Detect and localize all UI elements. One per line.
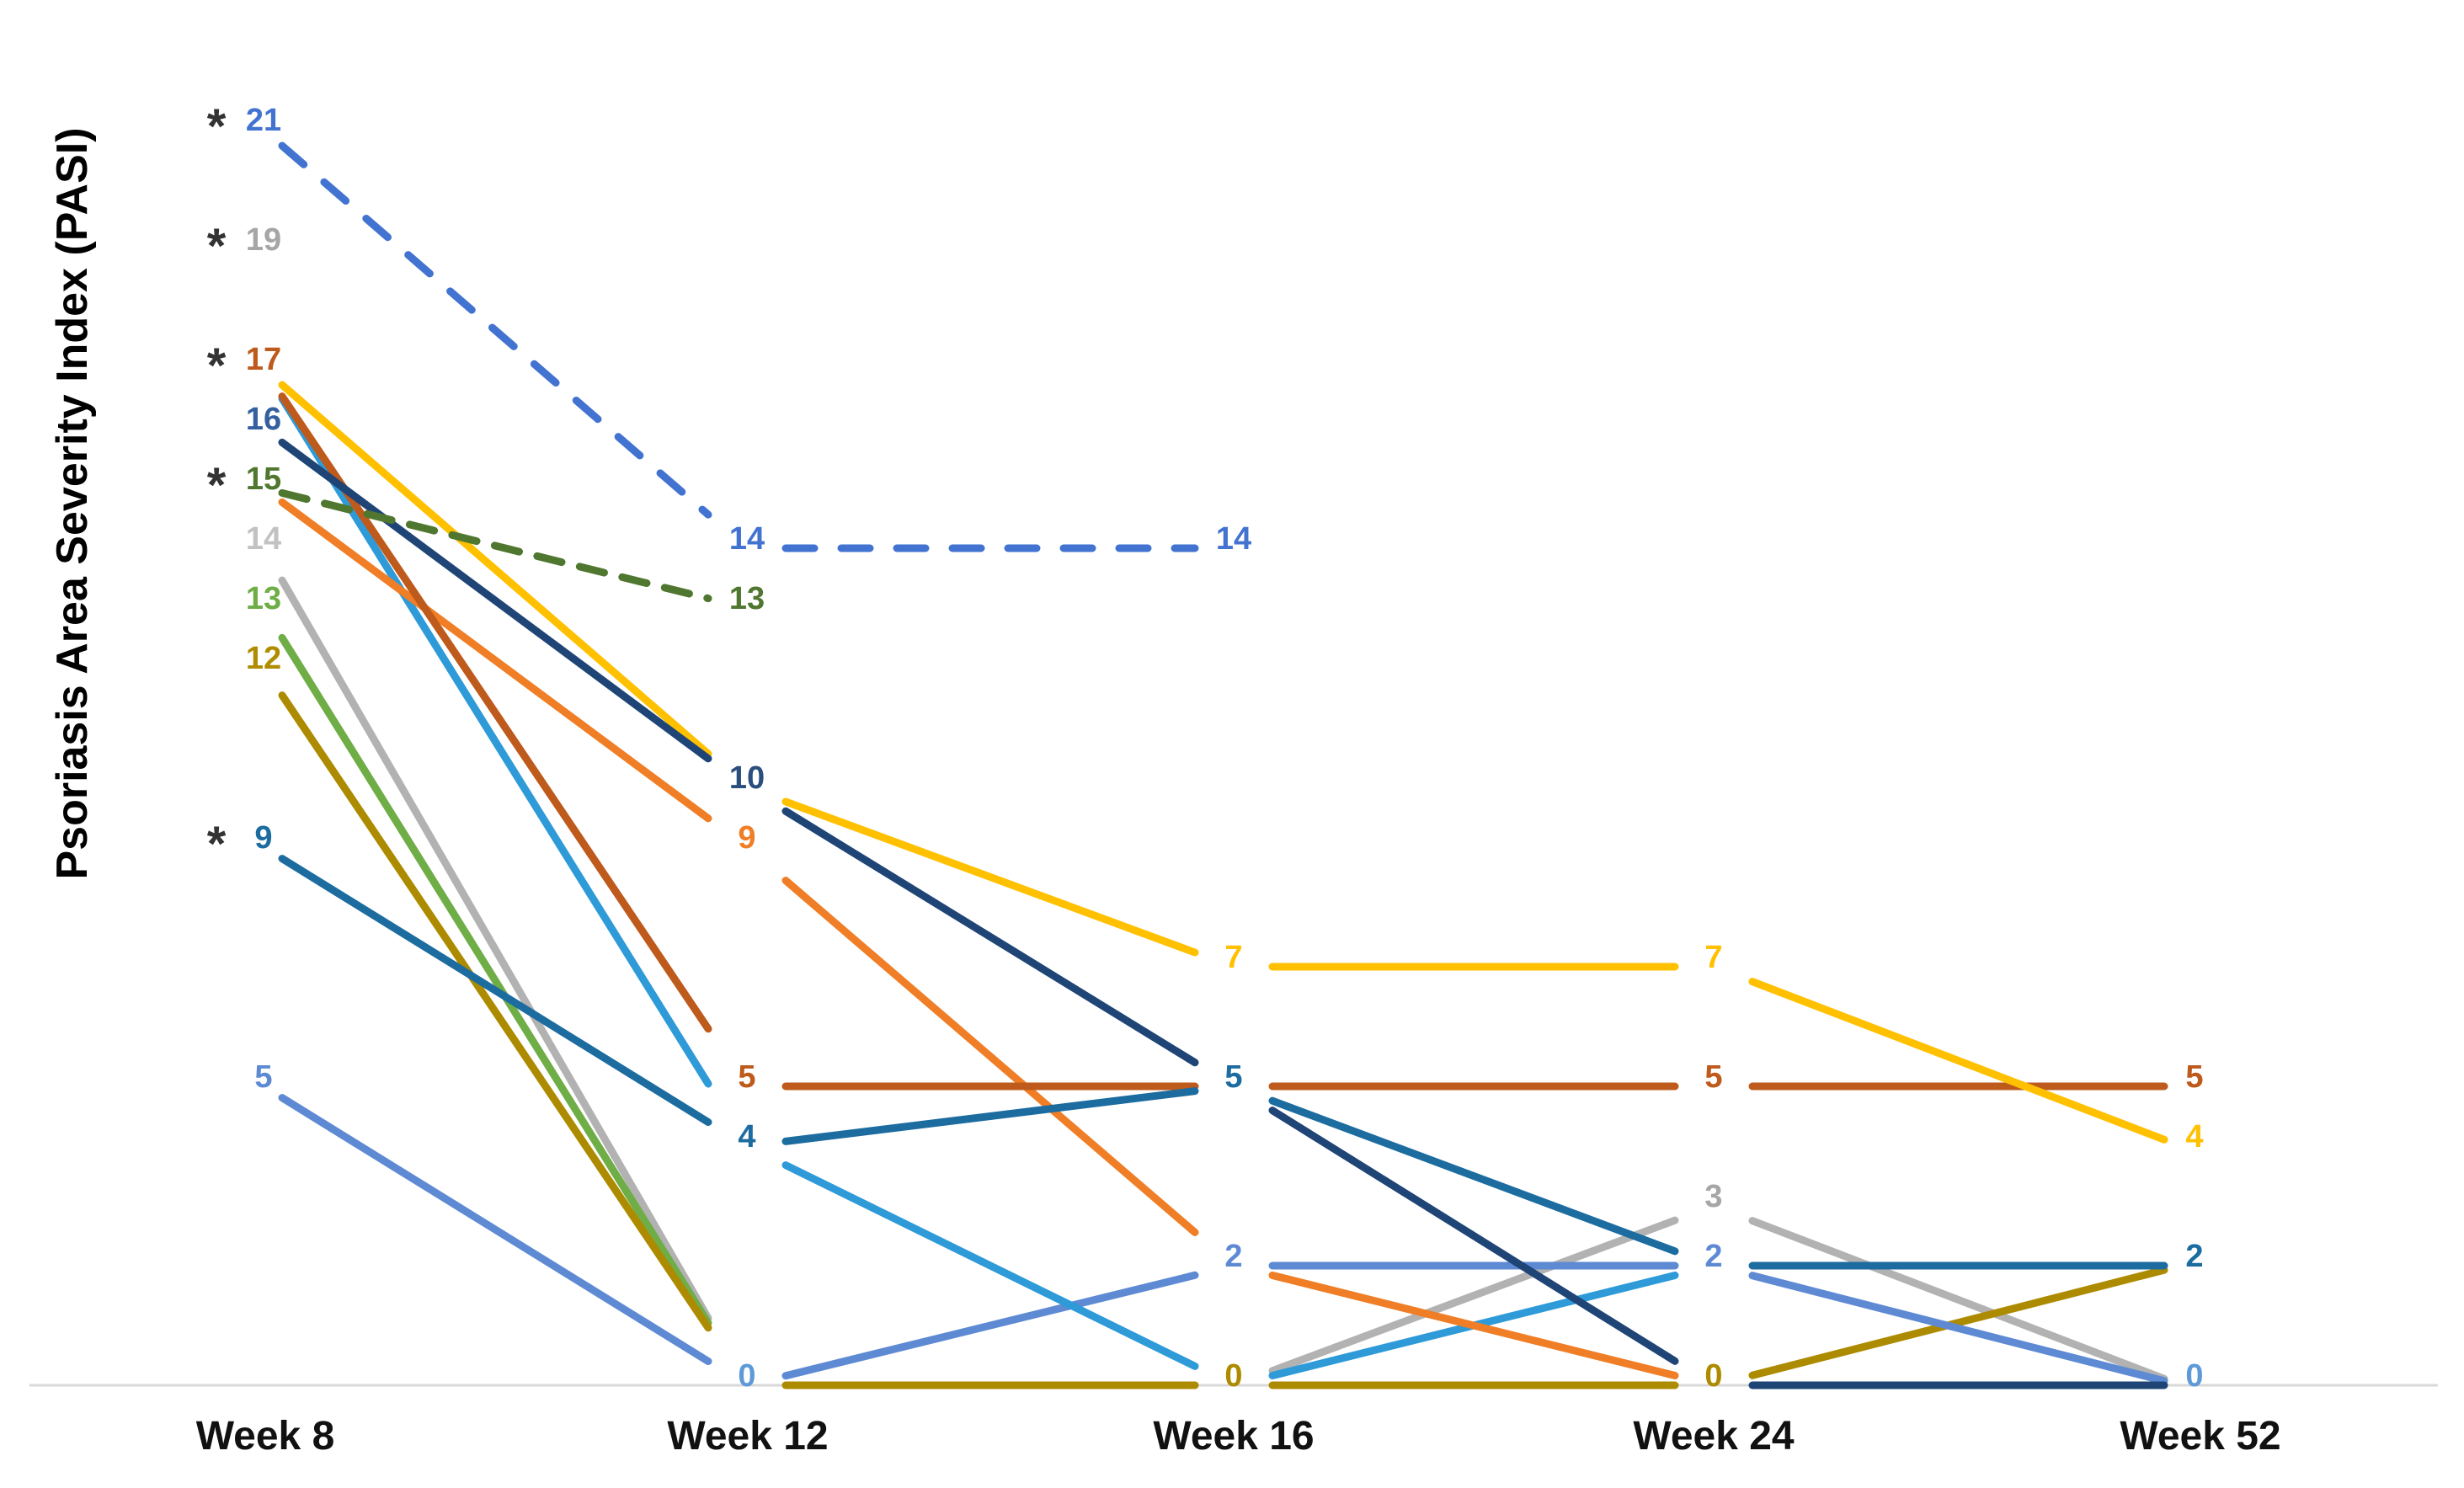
- data-label: 5: [1224, 1059, 1242, 1095]
- series-line-patient-navy-16: [278, 438, 2168, 1389]
- line-segment: [278, 488, 712, 603]
- data-label: 15: [246, 461, 281, 497]
- data-label: 14: [729, 521, 765, 557]
- line-segment: [278, 392, 712, 1033]
- series-line-patient-green-13: [278, 633, 712, 1327]
- line-segment: [278, 394, 712, 1088]
- data-label: 2: [1224, 1239, 1242, 1274]
- asterisk-marker: *: [207, 339, 227, 393]
- data-label: 16: [246, 402, 281, 437]
- line-segment: [278, 691, 712, 1332]
- line-segment: [781, 797, 1199, 957]
- asterisk-marker: *: [207, 99, 227, 154]
- line-segment: [781, 807, 1199, 1067]
- asterisk-marker: *: [207, 458, 227, 513]
- line-segment: [1268, 1107, 1679, 1365]
- line-segment: [781, 1087, 1199, 1145]
- x-tick-week-12: Week 12: [667, 1414, 829, 1459]
- line-segment: [278, 1094, 712, 1366]
- line-segment: [1748, 978, 2168, 1144]
- data-label: 14: [1216, 521, 1251, 557]
- line-segment: [1268, 1216, 1679, 1375]
- line-segment: [278, 855, 712, 1127]
- line-segment: [1268, 1271, 1679, 1380]
- data-label: 17: [246, 342, 281, 377]
- line-segment: [278, 633, 712, 1327]
- x-tick-week-52: Week 52: [2120, 1414, 2281, 1459]
- series-line-patient-rust-17: [278, 392, 2168, 1091]
- data-label: 5: [2185, 1059, 2203, 1095]
- line-segment: [278, 381, 712, 758]
- asterisk-marker: *: [207, 219, 227, 274]
- data-label: 12: [246, 641, 281, 676]
- series-line-patient-blue-21: [278, 141, 1199, 552]
- data-label: 0: [2185, 1358, 2203, 1394]
- data-label: 14: [246, 521, 281, 557]
- series-line-patient-dkgreen-15: [278, 488, 712, 603]
- line-segment: [278, 576, 712, 1322]
- data-label: 2: [1704, 1239, 1722, 1274]
- series-line-patient-orange-15: [278, 498, 1679, 1380]
- line-segment: [278, 438, 712, 763]
- x-tick-week-8: Week 8: [195, 1414, 335, 1459]
- data-label: 9: [254, 820, 272, 856]
- line-segment: [781, 877, 1199, 1236]
- data-label: 13: [729, 581, 765, 616]
- data-label: 5: [738, 1059, 755, 1095]
- data-label: 9: [738, 820, 755, 856]
- data-label: 2: [2185, 1239, 2203, 1274]
- line-segment: [1748, 1266, 2168, 1379]
- data-label: 10: [729, 760, 765, 796]
- x-tick-week-24: Week 24: [1633, 1414, 1795, 1459]
- series-line-patient-teal-9: [278, 855, 2168, 1270]
- data-label: 21: [246, 103, 281, 138]
- line-segment: [781, 1271, 1199, 1380]
- data-label: 5: [1704, 1059, 1722, 1095]
- series-line-patient-cornflower-5: [278, 1094, 2168, 1385]
- line-segment: [278, 141, 712, 519]
- line-segment: [1748, 1272, 2168, 1385]
- data-label: 0: [1224, 1358, 1242, 1394]
- data-label: 7: [1224, 940, 1242, 975]
- x-tick-week-16: Week 16: [1153, 1414, 1315, 1459]
- data-label: 4: [738, 1119, 755, 1155]
- line-segment: [781, 1161, 1199, 1370]
- data-label: 3: [1704, 1179, 1722, 1214]
- asterisk-marker: *: [207, 817, 227, 872]
- line-segment: [1748, 1217, 2168, 1383]
- line-segment: [278, 498, 712, 823]
- line-segment: [1268, 1096, 1679, 1256]
- series-line-patient-yellow-17: [278, 381, 2168, 1144]
- data-label: 19: [246, 222, 281, 258]
- data-label: 0: [1704, 1358, 1722, 1394]
- data-label: 13: [246, 581, 281, 616]
- data-label: 7: [1704, 940, 1722, 975]
- series-line-patient-olive-12: [278, 691, 2168, 1389]
- data-label: 5: [254, 1059, 272, 1095]
- data-label: 0: [738, 1358, 755, 1394]
- data-label: 4: [2185, 1119, 2203, 1155]
